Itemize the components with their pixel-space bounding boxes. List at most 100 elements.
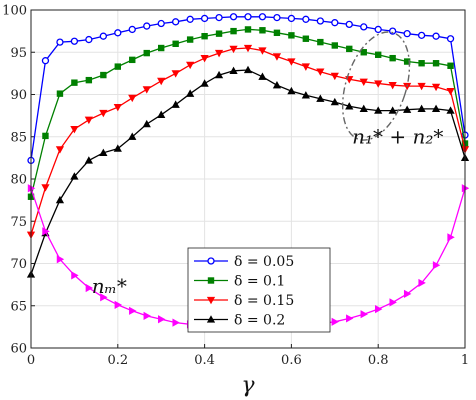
data-point [56,90,64,97]
data-point [215,13,223,22]
data-point [288,32,295,39]
data-point [360,23,368,31]
data-point [431,83,441,92]
data-point [128,25,136,34]
series-line [30,28,466,197]
y-tick-label: 80 [10,173,27,188]
data-point [258,72,267,80]
data-point [215,30,223,37]
x-tick-label: 0.6 [281,353,302,368]
y-tick-label: 60 [10,342,27,357]
data-point [171,70,180,78]
data-point [417,31,426,39]
y-tick-label: 85 [10,130,27,145]
data-point [431,104,441,113]
data-point [70,125,79,134]
data-point [84,156,93,164]
data-point [243,65,253,74]
x-tick-label: 1 [461,353,469,368]
data-point [446,106,455,114]
data-point [143,49,150,57]
data-point [244,13,252,21]
data-point [128,94,137,103]
data-point [360,49,367,56]
data-point [114,63,121,70]
legend-label: δ = 0.15 [234,293,294,309]
data-point [172,318,180,327]
data-point [374,25,382,34]
data-point [417,104,426,113]
data-point [359,78,368,87]
data-point [172,18,180,26]
data-point [447,233,455,242]
data-point [432,32,440,40]
data-point [316,94,325,102]
data-point [157,44,165,52]
data-point [186,61,195,70]
data-point [389,298,397,307]
data-point [129,56,136,64]
data-point [186,15,194,23]
data-point [42,132,49,140]
data-point [359,104,368,113]
data-point [346,314,354,323]
data-point [229,13,238,21]
data-point [186,36,194,43]
data-point [302,35,310,42]
data-point [302,15,310,23]
data-point [113,103,122,112]
y-tick-label: 70 [10,257,27,272]
x-axis-ticks: 0 0.2 0.4 0.6 0.8 1 [27,344,469,368]
data-point [287,14,296,23]
data-point [142,119,151,128]
data-point [41,184,50,192]
data-point [388,106,397,114]
data-point [158,315,166,324]
highlight-ellipse [341,31,411,141]
series-line [30,69,466,275]
data-point [418,60,425,67]
series-1 [27,13,469,165]
data-point [389,27,397,35]
data-point [374,80,383,88]
data-point [330,97,339,106]
data-point [143,311,151,320]
data-point [331,317,340,326]
data-point [446,87,455,96]
data-point [71,79,78,86]
data-point [84,116,93,125]
legend-label: δ = 0.05 [234,254,294,270]
y-tick-label: 75 [10,215,27,230]
data-point [287,86,296,95]
data-point [143,22,151,30]
data-point [70,172,79,180]
data-point [360,310,368,319]
data-point [346,45,353,53]
data-point [374,106,383,114]
x-tick-label: 0.2 [107,353,128,368]
data-point [330,72,339,81]
data-point [56,255,65,264]
data-point [432,60,440,67]
data-point [85,283,94,293]
legend-entry: δ = 0.15 [194,293,294,309]
data-point [56,38,64,46]
data-point [99,148,108,156]
data-point [200,54,209,63]
data-point [113,144,122,152]
data-point [403,58,411,65]
data-point [258,13,267,21]
data-point [244,26,252,33]
data-point [417,82,426,91]
data-point [230,27,237,35]
data-point [403,105,412,113]
plot-frame [30,9,466,349]
data-point [388,82,397,90]
data-point [55,195,65,204]
data-point [317,38,324,46]
legend-label: δ = 0.2 [234,313,285,329]
data-point [403,30,411,38]
x-tick-label: 0 [27,353,35,368]
legend-marker [206,296,216,305]
